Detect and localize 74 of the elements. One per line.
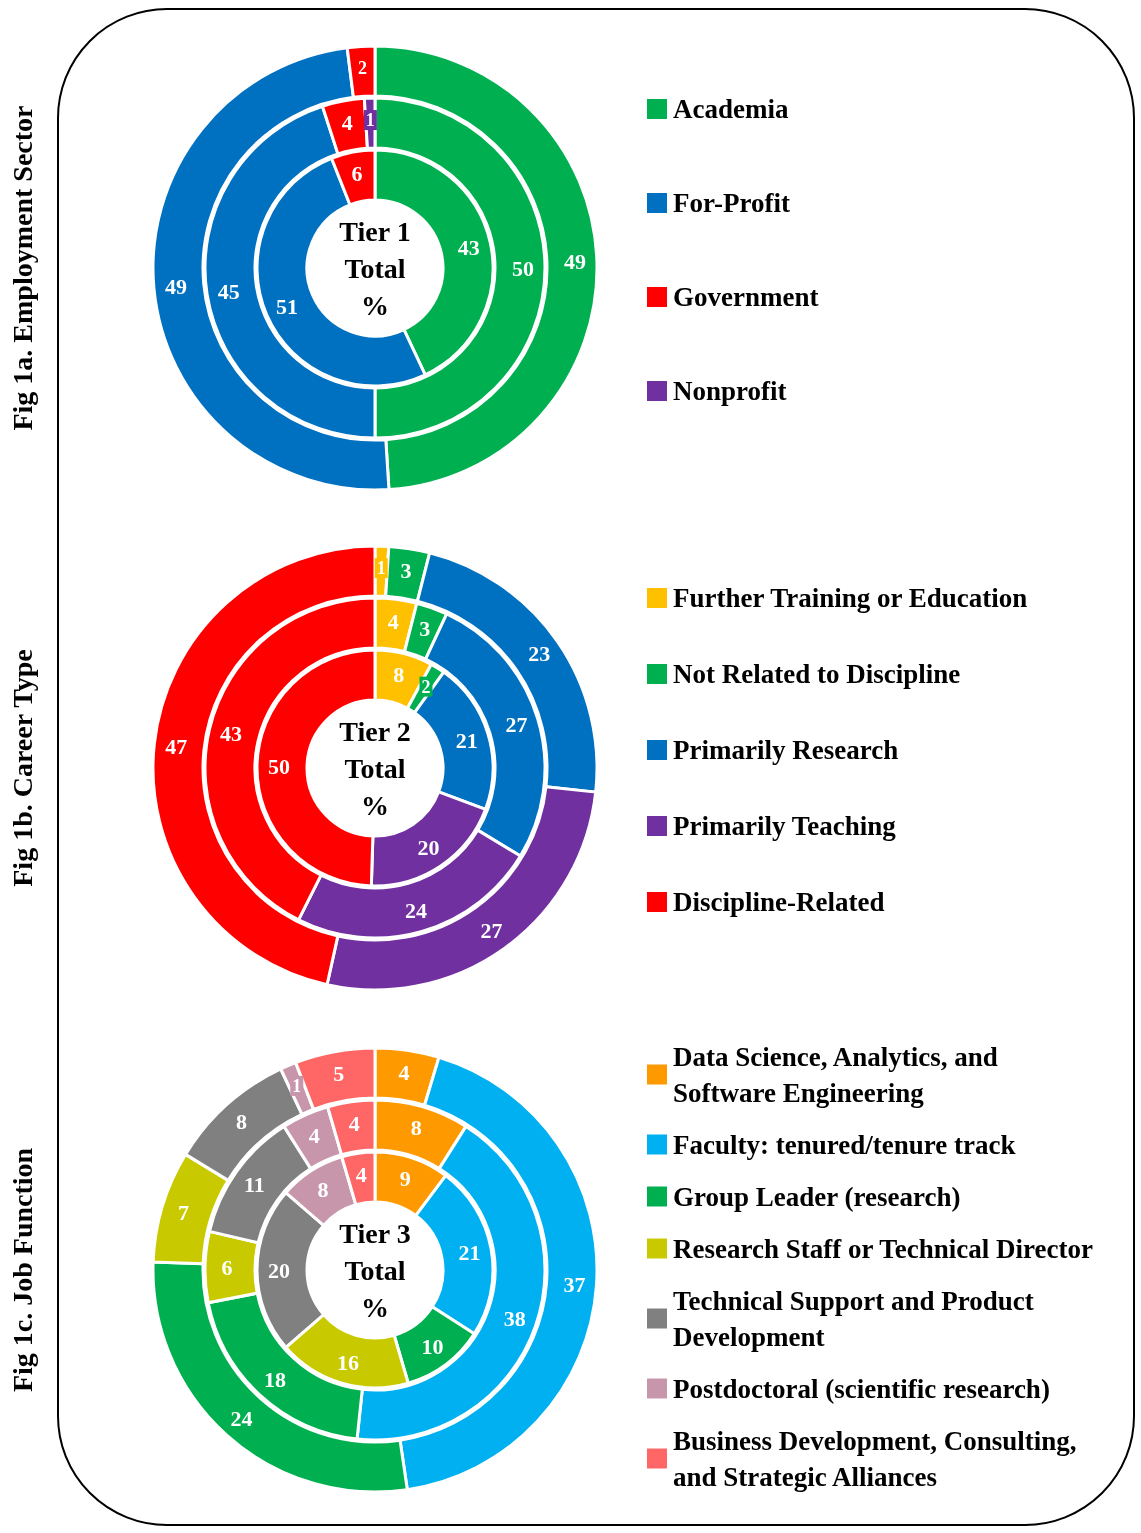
data-label: 3	[419, 616, 431, 642]
data-label: 6	[351, 161, 363, 187]
legend-label: Faculty: tenured/tenure track	[673, 1129, 1016, 1160]
text: Total	[344, 252, 406, 284]
legend-label: Technical Support and Product Development	[673, 1285, 1041, 1352]
text: Fig 1b. Career Type	[6, 649, 38, 887]
data-label: 38	[503, 1306, 526, 1332]
text: Total	[344, 752, 406, 784]
data-label: 24	[404, 897, 427, 923]
data-label: 10	[421, 1334, 444, 1360]
data-label: 3	[400, 557, 412, 583]
text: %	[361, 289, 389, 321]
data-label: 8	[410, 1115, 422, 1141]
data-label: 45	[217, 278, 240, 304]
data-label: 24	[230, 1406, 253, 1432]
data-label: 43	[220, 721, 243, 747]
legend-label: Not Related to Discipline	[673, 659, 961, 689]
data-label: 37	[563, 1272, 586, 1298]
data-label: 4	[308, 1122, 320, 1148]
legend-label: Government	[673, 282, 819, 312]
data-label: 23	[528, 641, 551, 667]
text: Tier 2	[339, 715, 411, 747]
data-label: 5	[333, 1060, 345, 1086]
data-label: 27	[505, 712, 528, 738]
data-label: 4	[387, 608, 399, 634]
legend-label: Nonprofit	[673, 376, 787, 406]
data-label: 16	[336, 1349, 359, 1375]
text: %	[361, 1291, 389, 1323]
data-label: 1	[365, 110, 375, 131]
legend-label: Postdoctoral (scientific research)	[673, 1373, 1050, 1404]
text: Fig 1a. Employment Sector	[6, 105, 38, 431]
text: Fig 1c. Job Function	[6, 1147, 38, 1393]
data-label: 11	[243, 1171, 265, 1197]
legend-label: Business Development, Consulting, and Strategic Alliances	[673, 1425, 1084, 1492]
text: Tier 3	[339, 1217, 411, 1249]
legend-label: Primarily Research	[673, 735, 899, 765]
data-label: 2	[357, 58, 367, 79]
data-label: 1	[292, 1075, 302, 1096]
data-label: 2	[421, 676, 431, 697]
data-label: 49	[164, 274, 187, 300]
data-label: 4	[398, 1059, 410, 1085]
data-label: 8	[393, 662, 405, 688]
legend-label: Primarily Teaching	[673, 811, 897, 841]
data-label: 20	[268, 1257, 290, 1283]
data-label: 49	[563, 249, 586, 275]
data-label: 18	[264, 1366, 287, 1392]
data-label: 21	[458, 1240, 481, 1266]
legend-label: Further Training or Education	[673, 583, 1028, 613]
data-label: 7	[177, 1199, 189, 1225]
data-label: 51	[275, 293, 298, 319]
legend-label: Research Staff or Technical Director	[673, 1233, 1093, 1264]
text: Tier 1	[339, 215, 411, 247]
data-label: 50	[268, 754, 291, 780]
legend-label: Discipline-Related	[673, 887, 885, 917]
text: Total	[344, 1254, 406, 1286]
data-label: 8	[236, 1108, 248, 1134]
data-label: 27	[480, 918, 503, 944]
legend-label: Academia	[673, 94, 789, 124]
data-label: 9	[399, 1166, 411, 1192]
data-label: 21	[455, 727, 478, 753]
data-label: 6	[221, 1254, 233, 1280]
data-label: 50	[512, 255, 534, 281]
data-label: 47	[165, 733, 188, 759]
legend-label: Group Leader (research)	[673, 1181, 961, 1212]
data-label: 4	[341, 110, 353, 136]
data-label: 1	[376, 558, 386, 579]
data-label: 20	[417, 835, 440, 861]
data-label: 8	[317, 1176, 329, 1202]
legend-label: Data Science, Analytics, and Software Engineering	[673, 1041, 1005, 1108]
data-label: 43	[457, 234, 480, 260]
legend-label: For-Profit	[673, 188, 790, 218]
data-label: 4	[348, 1110, 360, 1136]
data-label: 4	[355, 1162, 367, 1188]
text: %	[361, 789, 389, 821]
